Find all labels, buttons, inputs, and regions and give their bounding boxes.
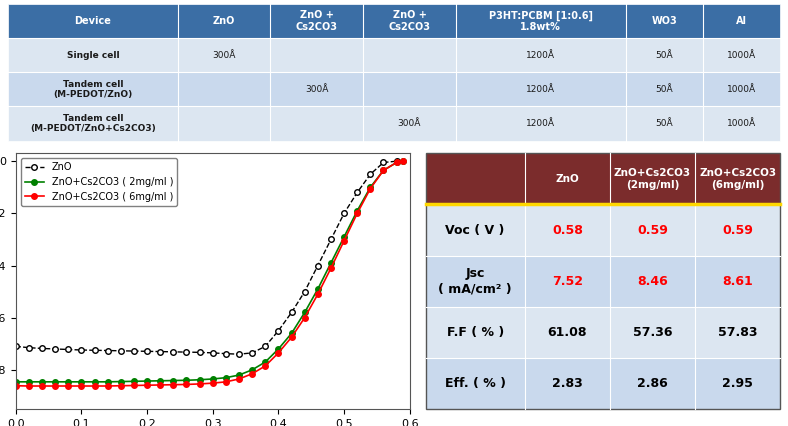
Bar <box>703 72 780 106</box>
Text: 1000Å: 1000Å <box>727 85 756 94</box>
ZnO+Cs2CO3 ( 6mg/ml ) <box>24 383 34 389</box>
Text: 1200Å: 1200Å <box>526 51 556 60</box>
ZnO <box>90 348 99 353</box>
Text: 0.58: 0.58 <box>552 224 583 236</box>
Text: 2.86: 2.86 <box>637 377 668 390</box>
ZnO <box>340 211 349 216</box>
ZnO <box>208 350 217 355</box>
Text: P3HT:PCBM [1:0.6]
1.8wt%: P3HT:PCBM [1:0.6] 1.8wt% <box>489 10 593 32</box>
Text: F.F ( % ): F.F ( % ) <box>447 326 504 339</box>
ZnO <box>182 350 191 355</box>
Line: ZnO: ZnO <box>13 158 400 357</box>
Bar <box>455 72 626 106</box>
Text: 1000Å: 1000Å <box>727 119 756 128</box>
Text: 7.52: 7.52 <box>552 275 583 288</box>
ZnO <box>64 347 73 352</box>
ZnO <box>352 190 362 195</box>
ZnO+Cs2CO3 ( 6mg/ml ) <box>129 383 139 388</box>
ZnO+Cs2CO3 ( 6mg/ml ) <box>340 238 349 243</box>
ZnO+Cs2CO3 ( 6mg/ml ) <box>116 383 125 389</box>
Text: ZnO: ZnO <box>556 174 579 184</box>
Bar <box>703 4 780 38</box>
Bar <box>363 72 455 106</box>
Text: ZnO+Cs2CO3
(2mg/ml): ZnO+Cs2CO3 (2mg/ml) <box>614 168 691 190</box>
Bar <box>178 106 270 141</box>
Bar <box>363 38 455 72</box>
ZnO <box>221 351 231 356</box>
Bar <box>270 106 363 141</box>
ZnO <box>11 344 20 349</box>
Bar <box>426 204 525 256</box>
ZnO <box>76 348 86 353</box>
Text: Single cell: Single cell <box>66 51 119 60</box>
Bar <box>626 72 703 106</box>
Text: Tandem cell
(M-PEDOT/ZnO): Tandem cell (M-PEDOT/ZnO) <box>54 80 132 99</box>
ZnO <box>234 351 243 357</box>
ZnO+Cs2CO3 ( 6mg/ml ) <box>143 383 152 388</box>
Text: ZnO: ZnO <box>213 16 236 26</box>
Bar <box>8 38 178 72</box>
ZnO <box>313 263 322 268</box>
ZnO+Cs2CO3 ( 2mg/ml ) <box>234 372 243 377</box>
Bar <box>626 4 703 38</box>
ZnO <box>247 350 257 355</box>
Bar <box>703 106 780 141</box>
Bar <box>8 72 178 106</box>
Bar <box>525 153 610 204</box>
Text: WO3: WO3 <box>652 16 677 26</box>
ZnO+Cs2CO3 ( 2mg/ml ) <box>103 379 113 384</box>
ZnO <box>50 346 60 351</box>
ZnO+Cs2CO3 ( 2mg/ml ) <box>261 360 270 365</box>
ZnO+Cs2CO3 ( 6mg/ml ) <box>247 371 257 376</box>
Bar <box>695 153 780 204</box>
Bar <box>270 72 363 106</box>
ZnO+Cs2CO3 ( 6mg/ml ) <box>273 350 283 355</box>
Bar <box>525 256 610 307</box>
Bar <box>626 38 703 72</box>
ZnO+Cs2CO3 ( 6mg/ml ) <box>90 383 99 389</box>
ZnO+Cs2CO3 ( 2mg/ml ) <box>247 367 257 372</box>
Bar <box>178 4 270 38</box>
Bar <box>270 4 363 38</box>
ZnO <box>169 349 178 354</box>
ZnO+Cs2CO3 ( 2mg/ml ) <box>379 168 388 173</box>
ZnO+Cs2CO3 ( 6mg/ml ) <box>182 382 191 387</box>
Text: Al: Al <box>736 16 747 26</box>
Bar <box>703 38 780 72</box>
ZnO+Cs2CO3 ( 2mg/ml ) <box>143 378 152 383</box>
ZnO+Cs2CO3 ( 2mg/ml ) <box>287 331 296 336</box>
ZnO <box>379 160 388 165</box>
Text: ZnO+Cs2CO3
(6mg/ml): ZnO+Cs2CO3 (6mg/ml) <box>699 168 776 190</box>
Text: 61.08: 61.08 <box>548 326 587 339</box>
ZnO <box>116 348 125 353</box>
ZnO+Cs2CO3 ( 6mg/ml ) <box>287 335 296 340</box>
ZnO <box>300 289 310 294</box>
ZnO <box>195 350 204 355</box>
ZnO <box>103 348 113 353</box>
ZnO+Cs2CO3 ( 2mg/ml ) <box>208 377 217 382</box>
Text: 57.83: 57.83 <box>718 326 757 339</box>
ZnO+Cs2CO3 ( 6mg/ml ) <box>300 315 310 320</box>
Text: ZnO +
Cs2CO3: ZnO + Cs2CO3 <box>296 11 338 32</box>
ZnO+Cs2CO3 ( 2mg/ml ) <box>50 379 60 384</box>
Bar <box>363 4 455 38</box>
Text: 8.46: 8.46 <box>637 275 668 288</box>
ZnO+Cs2CO3 ( 6mg/ml ) <box>352 211 362 216</box>
Text: ZnO +
Cs2CO3: ZnO + Cs2CO3 <box>388 11 430 32</box>
ZnO+Cs2CO3 ( 6mg/ml ) <box>392 160 401 165</box>
Bar <box>610 358 695 409</box>
ZnO+Cs2CO3 ( 6mg/ml ) <box>50 383 60 389</box>
Text: Jsc
( mA/cm² ): Jsc ( mA/cm² ) <box>438 267 512 295</box>
Text: 2.95: 2.95 <box>722 377 753 390</box>
Text: 2.83: 2.83 <box>552 377 583 390</box>
Text: 1200Å: 1200Å <box>526 85 556 94</box>
ZnO+Cs2CO3 ( 2mg/ml ) <box>313 286 322 291</box>
ZnO+Cs2CO3 ( 6mg/ml ) <box>11 383 20 389</box>
ZnO+Cs2CO3 ( 2mg/ml ) <box>300 310 310 315</box>
Text: 300Å: 300Å <box>213 51 236 60</box>
ZnO <box>273 328 283 333</box>
Text: 1000Å: 1000Å <box>727 51 756 60</box>
Text: Voc ( V ): Voc ( V ) <box>445 224 505 236</box>
ZnO+Cs2CO3 ( 6mg/ml ) <box>313 292 322 297</box>
Text: Tandem cell
(M-PEDOT/ZnO+Cs2CO3): Tandem cell (M-PEDOT/ZnO+Cs2CO3) <box>30 114 156 133</box>
